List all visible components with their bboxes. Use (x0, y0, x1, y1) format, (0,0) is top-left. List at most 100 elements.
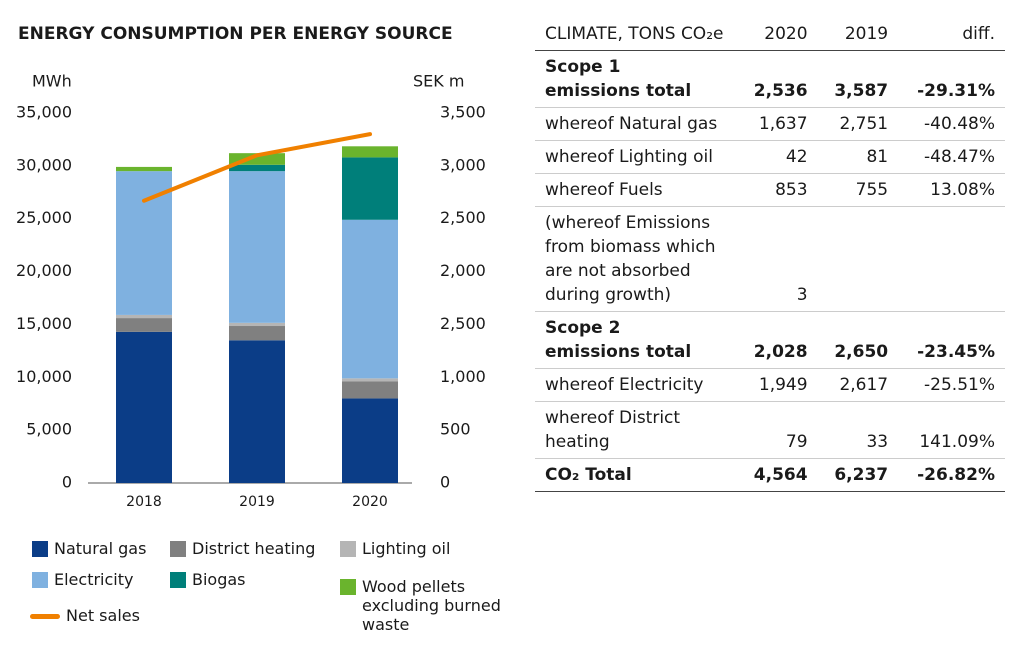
legend-label: Wood pellets excluding burned waste (362, 577, 501, 634)
legend-swatch (340, 541, 356, 557)
y2-tick-label: 3,000 (440, 155, 486, 174)
table-cell: 79 (737, 401, 818, 459)
y-tick-label: 5,000 (26, 420, 72, 439)
legend-item: Net sales (30, 606, 140, 625)
y-tick-label: 10,000 (16, 367, 72, 386)
bar-segment (342, 398, 398, 483)
table-cell (817, 206, 899, 312)
table-cell: -29.31% (898, 50, 1005, 108)
climate-table: CLIMATE, TONS CO₂e 2020 2019 diff. Scope 1 e… (535, 18, 1005, 492)
table-cell: 1,949 (737, 368, 818, 402)
header-cell: CLIMATE, TONS CO₂e (535, 18, 737, 51)
legend-swatch (32, 572, 48, 588)
table-cell: 3,587 (817, 50, 899, 108)
bar-segment (342, 381, 398, 399)
table-cell: 4,564 (737, 458, 818, 492)
table-row: CO₂ Total 4,564 6,237 -26.82% (535, 458, 1005, 492)
legend-label: Biogas (192, 570, 246, 589)
table-row: (whereof Emissions from biomass which ar… (535, 206, 1005, 312)
x-tick-label: 2019 (239, 494, 275, 510)
y-tick-label: 30,000 (16, 155, 72, 174)
legend-item: District heating (170, 539, 315, 558)
table-cell: -25.51% (898, 368, 1005, 402)
legend-label: District heating (192, 539, 316, 558)
bar-segment (342, 146, 398, 158)
table-row: whereof Fuels 853 755 13.08% (535, 173, 1005, 207)
table-cell: -23.45% (898, 311, 1005, 369)
table-cell: 2,617 (817, 368, 899, 402)
header-cell: 2019 (817, 18, 899, 51)
table-cell: whereof Lighting oil (535, 140, 737, 174)
legend-swatch (170, 541, 186, 557)
table-cell: 2,751 (817, 107, 899, 141)
legend-label: Net sales (66, 606, 140, 625)
table-cell: Scope 2 emissions total (535, 311, 737, 369)
y2-tick-label: 2,000 (440, 261, 486, 280)
table-row: Scope 1 emissions total 2,536 3,587 -29.31% (535, 50, 1005, 108)
table-cell: whereof Fuels (535, 173, 737, 207)
legend-label: Natural gas (54, 539, 147, 558)
table-row: whereof District heating 79 33 141.09% (535, 401, 1005, 459)
y2-axis-label: SEK m (413, 72, 464, 91)
bar-segment (116, 166, 172, 172)
table-cell: 853 (737, 173, 818, 207)
bar-segment (116, 331, 172, 483)
table-cell: 81 (817, 140, 899, 174)
x-tick-label: 2018 (126, 494, 162, 510)
y-tick-label: 20,000 (16, 261, 72, 280)
header-cell: 2020 (737, 18, 818, 51)
table-cell: 3 (737, 206, 818, 312)
y-tick-label: 35,000 (16, 103, 72, 122)
y2-tick-label: 0 (440, 473, 450, 492)
y2-tick-label: 2,500 (440, 208, 486, 227)
header-cell: diff. (898, 18, 1005, 51)
bar-segment (342, 157, 398, 220)
y-tick-label: 0 (62, 473, 72, 492)
table-cell: 2,536 (737, 50, 818, 108)
table-row: whereof Lighting oil 42 81 -48.47% (535, 140, 1005, 174)
table-cell: 13.08% (898, 173, 1005, 207)
table-cell: whereof Natural gas (535, 107, 737, 141)
y-tick-label: 25,000 (16, 208, 72, 227)
table-cell: whereof Electricity (535, 368, 737, 402)
legend-swatch (30, 614, 60, 619)
table-cell: 33 (817, 401, 899, 459)
bar-segment (342, 219, 398, 379)
table-row: whereof Electricity 1,949 2,617 -25.51% (535, 368, 1005, 402)
chart: ENERGY CONSUMPTION PER ENERGY SOURCE MWh… (16, 24, 486, 510)
table-cell: -26.82% (898, 458, 1005, 492)
bar-segment (342, 378, 398, 382)
table-cell: CO₂ Total (535, 458, 737, 492)
legend-swatch (170, 572, 186, 588)
bar-segment (229, 164, 285, 172)
table-cell: whereof District heating (535, 401, 737, 459)
bar-segment (229, 326, 285, 341)
legend-item: Wood pellets excluding burned waste (340, 577, 501, 634)
table-cell: 755 (817, 173, 899, 207)
table-cell: 6,237 (817, 458, 899, 492)
y2-tick-label: 500 (440, 420, 471, 439)
y-axis-label: MWh (32, 72, 72, 91)
x-tick-label: 2020 (352, 494, 388, 510)
table-cell: -48.47% (898, 140, 1005, 174)
y2-tick-label: 1,000 (440, 367, 486, 386)
table-header: CLIMATE, TONS CO₂e 2020 2019 diff. (535, 18, 1005, 51)
table-cell: (whereof Emissions from biomass which ar… (535, 206, 737, 312)
table-cell: 2,650 (817, 311, 899, 369)
legend-swatch (32, 541, 48, 557)
y2-tick-label: 3,500 (440, 103, 486, 122)
legend-item: Biogas (170, 570, 246, 589)
y2-tick-label: 2,500 (440, 314, 486, 333)
legend-item: Electricity (32, 570, 133, 589)
bar-segment (229, 171, 285, 323)
net-sales-line (142, 132, 372, 203)
table-cell (898, 206, 1005, 312)
bar-segment (229, 340, 285, 483)
y-tick-label: 15,000 (16, 314, 72, 333)
legend-swatch (340, 579, 356, 595)
legend-item: Natural gas (32, 539, 146, 558)
chart-title: ENERGY CONSUMPTION PER ENERGY SOURCE (18, 24, 453, 44)
table-cell: -40.48% (898, 107, 1005, 141)
table-cell: 2,028 (737, 311, 818, 369)
